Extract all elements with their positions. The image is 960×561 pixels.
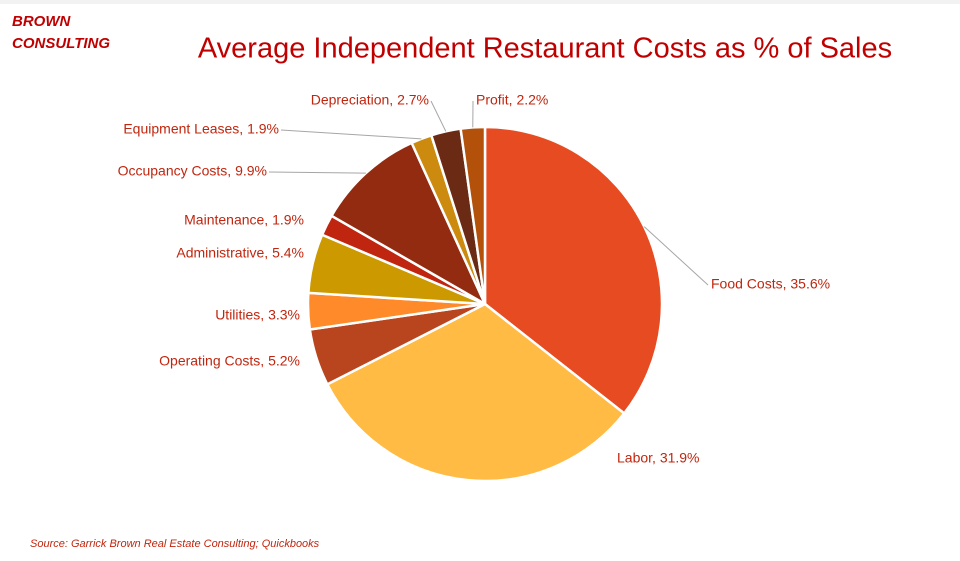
chart-title: Average Independent Restaurant Costs as … <box>198 33 892 65</box>
slice-label: Occupancy Costs, 9.9% <box>118 163 267 179</box>
slice-label: Depreciation, 2.7% <box>311 92 429 108</box>
source-note: Source: Garrick Brown Real Estate Consul… <box>30 538 320 550</box>
brand-line: CONSULTING <box>12 35 110 52</box>
slice-label: Operating Costs, 5.2% <box>159 353 300 369</box>
slice-label: Maintenance, 1.9% <box>184 212 304 228</box>
slice-label: Equipment Leases, 1.9% <box>123 121 279 137</box>
slice-label: Administrative, 5.4% <box>176 245 304 261</box>
top-border <box>0 0 960 4</box>
slice-label: Utilities, 3.3% <box>215 307 300 323</box>
slice-label: Profit, 2.2% <box>476 92 548 108</box>
slice-label: Food Costs, 35.6% <box>711 276 830 292</box>
brand-line: BROWN <box>12 13 71 30</box>
slice-label: Labor, 31.9% <box>617 450 700 466</box>
